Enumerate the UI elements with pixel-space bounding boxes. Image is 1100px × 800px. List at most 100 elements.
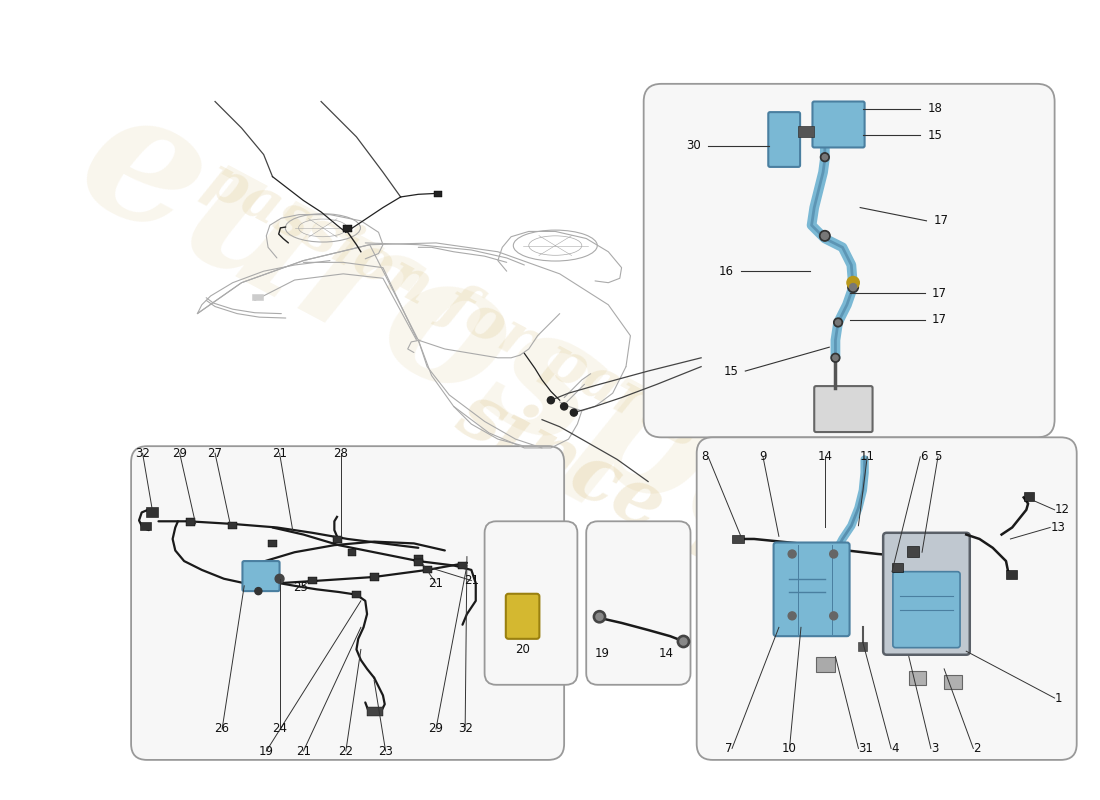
Bar: [370, 574, 378, 581]
Circle shape: [789, 612, 796, 620]
Text: 3: 3: [931, 742, 938, 755]
Text: 30: 30: [686, 139, 701, 152]
Text: 20: 20: [515, 643, 530, 656]
Circle shape: [835, 320, 840, 325]
Bar: [146, 507, 158, 517]
Text: 4: 4: [891, 742, 899, 755]
FancyBboxPatch shape: [506, 594, 539, 639]
Text: 27: 27: [208, 446, 222, 460]
Text: 24: 24: [272, 722, 287, 735]
FancyBboxPatch shape: [768, 112, 800, 167]
Circle shape: [847, 277, 859, 289]
Bar: [799, 126, 814, 137]
Circle shape: [834, 318, 843, 327]
Text: 10: 10: [782, 742, 796, 755]
Circle shape: [822, 154, 827, 160]
Text: 22: 22: [339, 745, 353, 758]
FancyBboxPatch shape: [644, 84, 1055, 438]
Bar: [909, 670, 926, 685]
Text: since 1985: since 1985: [444, 376, 887, 658]
Circle shape: [255, 587, 262, 594]
Bar: [229, 522, 238, 530]
Text: 11: 11: [860, 450, 875, 463]
Text: 7: 7: [725, 742, 732, 755]
Bar: [140, 522, 151, 530]
Text: 28: 28: [333, 446, 348, 460]
Text: 29: 29: [173, 446, 187, 460]
Bar: [348, 549, 356, 556]
Circle shape: [593, 610, 606, 623]
Bar: [367, 707, 383, 716]
Circle shape: [821, 153, 829, 162]
Text: 21: 21: [296, 745, 311, 758]
Circle shape: [849, 283, 857, 290]
Bar: [252, 294, 263, 300]
Text: 25: 25: [294, 581, 308, 594]
Circle shape: [548, 397, 554, 404]
Text: 17: 17: [934, 214, 948, 227]
Bar: [434, 190, 442, 197]
Text: 17: 17: [932, 314, 947, 326]
Text: 8: 8: [701, 450, 708, 463]
FancyBboxPatch shape: [242, 561, 279, 591]
Circle shape: [275, 574, 284, 583]
Bar: [333, 536, 342, 543]
Bar: [908, 546, 920, 557]
FancyBboxPatch shape: [773, 542, 849, 636]
Circle shape: [680, 638, 688, 645]
Text: 6: 6: [921, 450, 927, 463]
Text: 14: 14: [817, 450, 833, 463]
Text: 16: 16: [718, 265, 734, 278]
Text: 21: 21: [272, 446, 287, 460]
Text: 12: 12: [1055, 503, 1069, 516]
Bar: [343, 226, 352, 232]
Text: 32: 32: [458, 722, 473, 735]
FancyBboxPatch shape: [814, 386, 872, 432]
Text: 17: 17: [932, 286, 947, 300]
Text: 1: 1: [1055, 691, 1063, 705]
Text: 26: 26: [214, 722, 230, 735]
FancyBboxPatch shape: [586, 522, 691, 685]
Text: 2: 2: [974, 742, 981, 755]
Text: 14: 14: [658, 647, 673, 660]
Text: 18: 18: [927, 102, 943, 115]
Bar: [352, 591, 361, 598]
Bar: [414, 559, 422, 566]
Bar: [414, 555, 422, 562]
Text: 13: 13: [1050, 521, 1065, 534]
Text: 19: 19: [258, 745, 274, 758]
Text: 32: 32: [135, 446, 150, 460]
Bar: [816, 658, 835, 671]
Bar: [1024, 492, 1034, 501]
Text: 9: 9: [759, 450, 767, 463]
Text: 29: 29: [429, 722, 443, 735]
Circle shape: [822, 232, 828, 239]
Text: eurospare: eurospare: [52, 68, 1032, 701]
FancyBboxPatch shape: [485, 522, 578, 685]
Bar: [458, 562, 466, 569]
Text: 21: 21: [429, 577, 443, 590]
FancyBboxPatch shape: [696, 438, 1077, 760]
Bar: [422, 566, 431, 574]
Text: 15: 15: [724, 365, 738, 378]
Circle shape: [596, 614, 603, 620]
Bar: [892, 563, 903, 572]
Circle shape: [789, 550, 796, 558]
Circle shape: [820, 230, 830, 241]
Circle shape: [678, 635, 690, 648]
Text: passion for parts: passion for parts: [196, 150, 711, 459]
Bar: [944, 675, 961, 690]
Circle shape: [570, 409, 578, 416]
Bar: [858, 642, 867, 651]
FancyBboxPatch shape: [131, 446, 564, 760]
Text: 23: 23: [378, 745, 393, 758]
Text: 5: 5: [934, 450, 942, 463]
Text: 19: 19: [595, 647, 609, 660]
Bar: [308, 577, 317, 584]
Circle shape: [829, 612, 838, 620]
Text: 31: 31: [858, 742, 873, 755]
Bar: [732, 534, 745, 543]
Text: 15: 15: [927, 129, 943, 142]
Circle shape: [848, 282, 858, 293]
Circle shape: [829, 550, 838, 558]
